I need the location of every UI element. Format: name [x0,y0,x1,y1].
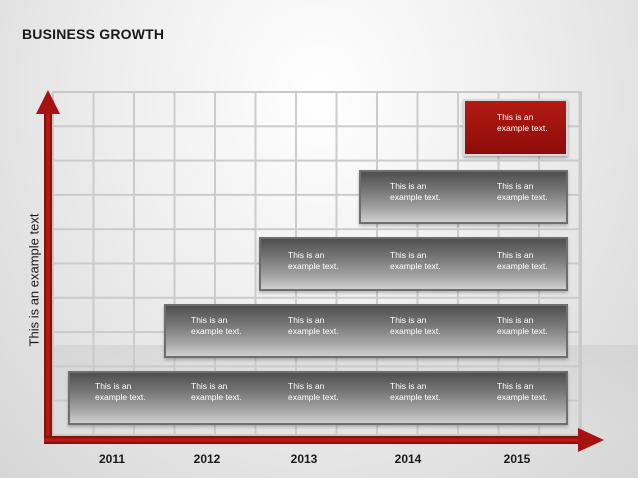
x-axis-line [44,436,584,444]
text-box: This is an example text. [288,381,339,402]
year-label-2012: 2012 [193,452,221,466]
tier-top-highlight [463,99,568,156]
text-box: This is an example text. [497,250,548,271]
arrow-right-icon [578,428,604,452]
text-box: This is an example text. [497,315,548,336]
year-label-2013: 2013 [290,452,318,466]
page-title: BUSINESS GROWTH [22,26,165,42]
text-box: This is an example text. [191,315,242,336]
text-box: This is an example text. [497,181,548,202]
text-box: This is an example text. [288,315,339,336]
text-box: This is an example text. [390,250,441,271]
text-box: This is an example text. [390,315,441,336]
year-label-2014: 2014 [394,452,422,466]
text-box: This is an example text. [390,181,441,202]
y-axis-label: This is an example text [26,213,42,347]
text-box: This is an example text. [497,112,548,133]
tier-step-2 [164,304,568,358]
y-axis-line [44,112,52,442]
year-label-2011: 2011 [98,452,126,466]
text-box: This is an example text. [95,381,146,402]
tier-step-4 [359,170,568,224]
text-box: This is an example text. [288,250,339,271]
tier-step-3 [259,237,568,291]
arrow-up-icon [36,90,60,114]
text-box: This is an example text. [191,381,242,402]
year-label-2015: 2015 [503,452,531,466]
tier-step-1 [68,371,568,425]
text-box: This is an example text. [390,381,441,402]
grid-border [52,91,582,436]
text-box: This is an example text. [497,381,548,402]
